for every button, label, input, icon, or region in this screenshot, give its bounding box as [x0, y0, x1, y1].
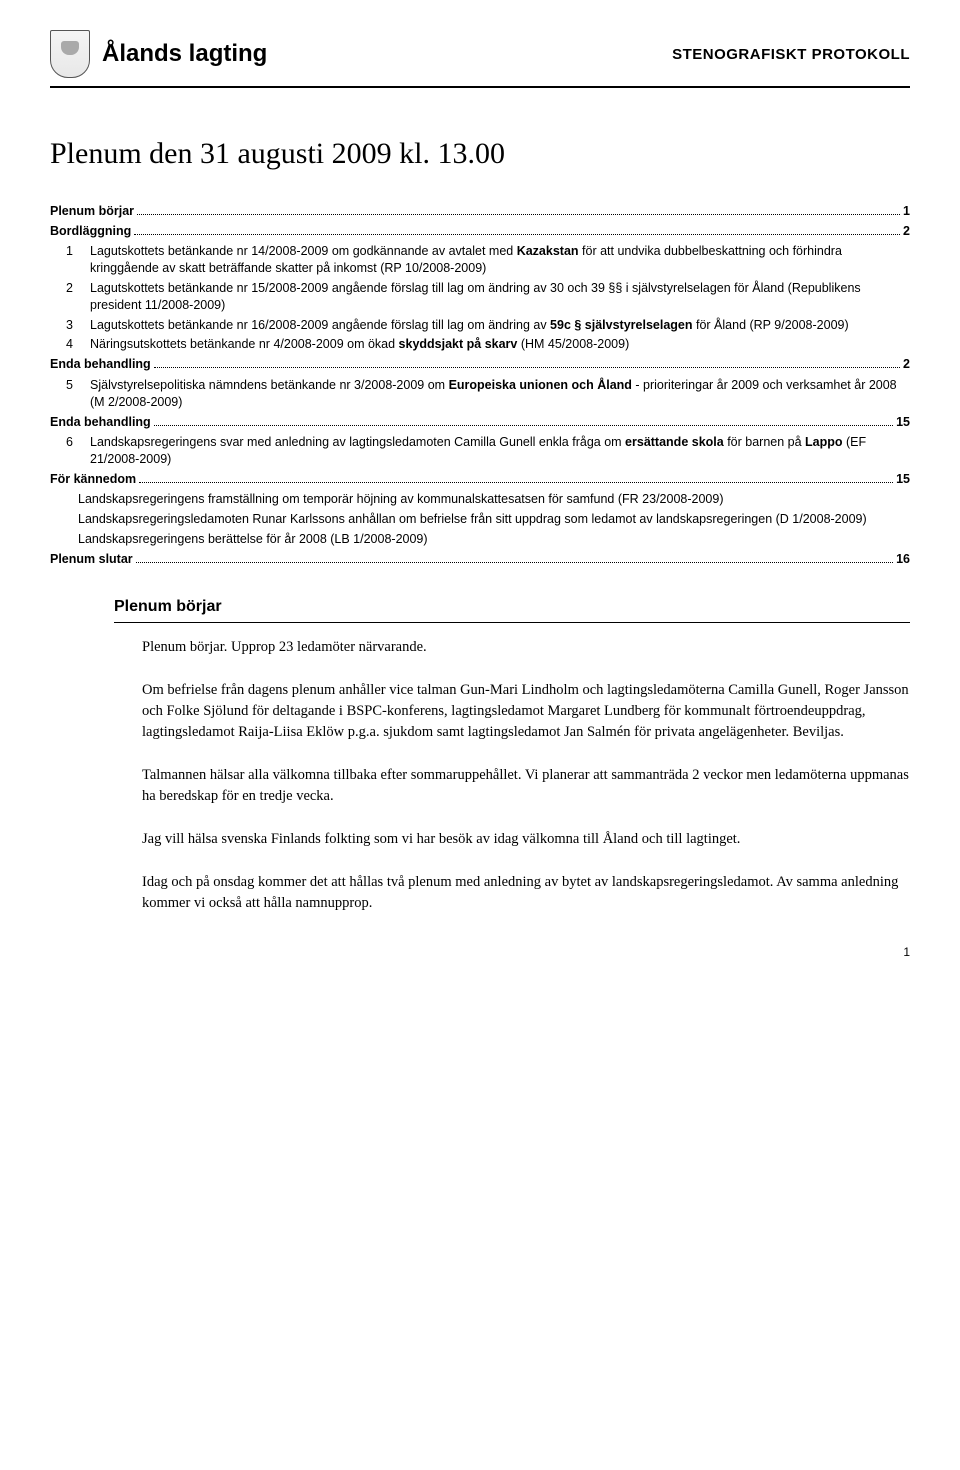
toc-item: 2 Lagutskottets betänkande nr 15/2008-200…	[66, 280, 910, 314]
section-heading: Plenum börjar	[114, 596, 910, 622]
table-of-contents: Plenum börjar1Bordläggning21Lagutskottet…	[50, 203, 910, 568]
toc-dots	[139, 482, 893, 483]
page-number: 1	[50, 944, 910, 961]
toc-page: 2	[903, 223, 910, 241]
org-name: Ålands lagting	[102, 37, 267, 71]
toc-item-text: Självstyrelsepolitiska nämndens betänkan…	[90, 377, 910, 411]
toc-label: Plenum börjar	[50, 203, 134, 221]
toc-row: Bordläggning 2	[50, 223, 910, 241]
toc-row: Plenum slutar 16	[50, 551, 910, 569]
document-title: Plenum den 31 augusti 2009 kl. 13.00	[50, 133, 910, 175]
toc-row: Plenum börjar 1	[50, 203, 910, 221]
header-left: Ålands lagting	[50, 30, 267, 78]
body-paragraph: Talmannen hälsar alla välkomna tillbaka …	[142, 765, 910, 807]
toc-page: 15	[896, 471, 910, 489]
toc-page: 15	[896, 414, 910, 432]
toc-label: Enda behandling	[50, 414, 151, 432]
toc-item-number: 1	[66, 243, 80, 277]
toc-items: 5 Självstyrelsepolitiska nämndens betänka…	[50, 377, 910, 411]
body-paragraph: Om befrielse från dagens plenum anhåller…	[142, 680, 910, 743]
toc-row: Enda behandling 15	[50, 414, 910, 432]
toc-subitem: Landskapsregeringsledamoten Runar Karlss…	[50, 511, 910, 528]
toc-label: För kännedom	[50, 471, 136, 489]
toc-page: 2	[903, 356, 910, 374]
toc-row: För kännedom 15	[50, 471, 910, 489]
toc-page: 1	[903, 203, 910, 221]
toc-item: 3 Lagutskottets betänkande nr 16/2008-200…	[66, 317, 910, 334]
toc-item: 6 Landskapsregeringens svar med anledning…	[66, 434, 910, 468]
toc-item: 4 Näringsutskottets betänkande nr 4/2008-…	[66, 336, 910, 353]
toc-items: 6 Landskapsregeringens svar med anledning…	[50, 434, 910, 468]
body-paragraph: Idag och på onsdag kommer det att hållas…	[142, 872, 910, 914]
toc-item: 5 Självstyrelsepolitiska nämndens betänka…	[66, 377, 910, 411]
toc-items: 1 Lagutskottets betänkande nr 14/2008-200…	[50, 243, 910, 353]
toc-item-number: 4	[66, 336, 80, 353]
toc-dots	[136, 562, 893, 563]
section-paragraphs: Plenum börjar. Upprop 23 ledamöter närva…	[142, 637, 910, 914]
body-section: Plenum börjar Plenum börjar. Upprop 23 l…	[50, 596, 910, 914]
toc-dots	[134, 234, 900, 235]
toc-dots	[154, 425, 893, 426]
crest-icon	[50, 30, 90, 78]
toc-item-number: 2	[66, 280, 80, 314]
toc-label: Enda behandling	[50, 356, 151, 374]
toc-item-number: 6	[66, 434, 80, 468]
toc-item: 1 Lagutskottets betänkande nr 14/2008-200…	[66, 243, 910, 277]
body-paragraph: Jag vill hälsa svenska Finlands folkting…	[142, 829, 910, 850]
toc-item-text: Landskapsregeringens svar med anledning …	[90, 434, 910, 468]
toc-dots	[154, 367, 900, 368]
toc-item-text: Lagutskottets betänkande nr 15/2008-2009…	[90, 280, 910, 314]
toc-item-text: Lagutskottets betänkande nr 14/2008-2009…	[90, 243, 910, 277]
toc-item-text: Näringsutskottets betänkande nr 4/2008-2…	[90, 336, 910, 353]
toc-label: Bordläggning	[50, 223, 131, 241]
toc-label: Plenum slutar	[50, 551, 133, 569]
toc-subitem: Landskapsregeringens framställning om te…	[50, 491, 910, 508]
toc-item-number: 3	[66, 317, 80, 334]
page-header: Ålands lagting STENOGRAFISKT PROTOKOLL	[50, 30, 910, 88]
toc-subitem: Landskapsregeringens berättelse för år 2…	[50, 531, 910, 548]
toc-item-number: 5	[66, 377, 80, 411]
body-paragraph: Plenum börjar. Upprop 23 ledamöter närva…	[142, 637, 910, 658]
protocol-label: STENOGRAFISKT PROTOKOLL	[672, 44, 910, 65]
toc-row: Enda behandling 2	[50, 356, 910, 374]
toc-page: 16	[896, 551, 910, 569]
toc-dots	[137, 214, 900, 215]
toc-item-text: Lagutskottets betänkande nr 16/2008-2009…	[90, 317, 910, 334]
